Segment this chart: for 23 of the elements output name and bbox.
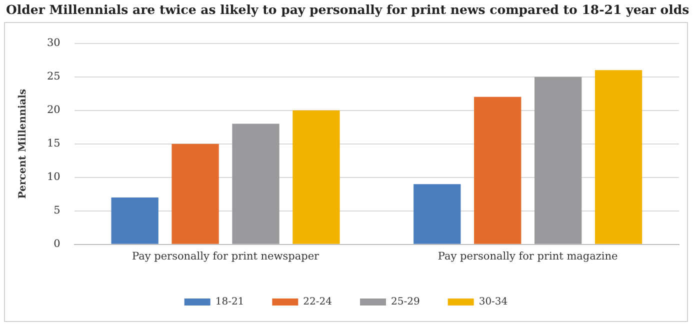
y-tick-label: 20 [46,104,60,116]
bar [111,197,158,244]
legend-label: 25-29 [391,296,420,308]
y-tick-label: 30 [46,37,60,50]
bar [232,124,280,244]
legend-label: 22-24 [303,296,332,308]
bar [292,110,340,244]
x-tick-label: Pay personally for print magazine [438,250,618,262]
bar [474,96,522,244]
y-axis-title: Percent Millennials [18,88,29,199]
y-tick-label: 0 [54,238,60,250]
legend-label: 30-34 [478,296,508,308]
chart-title: Older Millennials are twice as likely to pay personally for print news compared to 18-21 year olds [6,2,690,17]
y-tick-label: 25 [46,70,60,83]
bar [172,144,219,244]
y-tick-label: 15 [46,138,60,150]
y-tick-label: 10 [46,171,60,184]
bar [594,70,642,244]
bar [414,184,461,244]
bar [534,76,582,244]
legend-label: 18-21 [215,296,244,308]
y-tick-label: 5 [54,204,60,217]
x-tick-label: Pay personally for print newspaper [132,250,320,262]
